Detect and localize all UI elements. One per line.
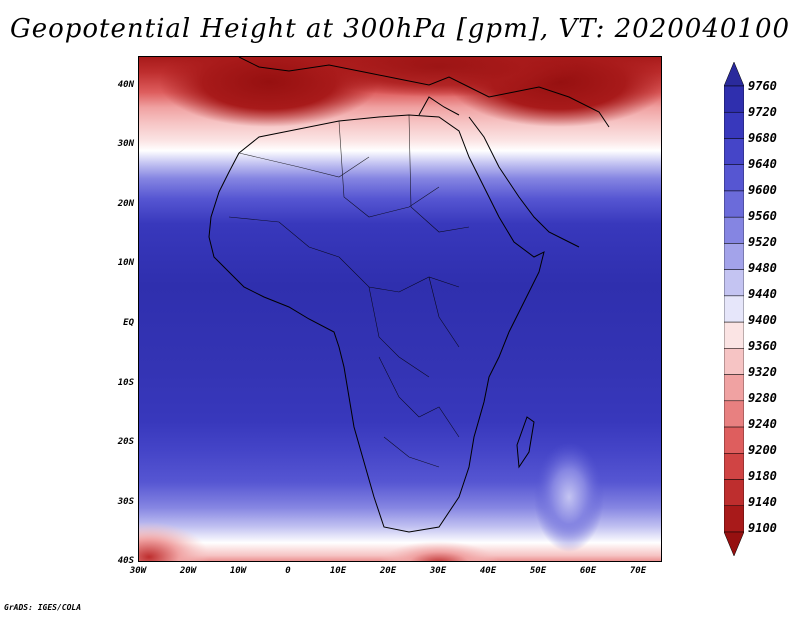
lat-label-10s: 10S xyxy=(117,378,134,388)
colorbar-swatch xyxy=(724,269,744,297)
colorbar-swatch xyxy=(724,531,744,556)
colorbar-label-9360: 9360 xyxy=(748,339,777,353)
colorbar-swatch xyxy=(724,190,744,218)
lon-label-10e: 10E xyxy=(329,566,347,576)
colorbar-swatch xyxy=(724,348,744,375)
colorbar-label-9720: 9720 xyxy=(748,105,777,119)
colorbar-label-9100: 9100 xyxy=(748,521,777,535)
lat-label-40s: 40S xyxy=(117,556,134,566)
colorbar-label-9320: 9320 xyxy=(748,365,777,379)
colorbar-swatch xyxy=(724,426,744,454)
colorbar-swatch xyxy=(724,111,744,139)
colorbar-label-9180: 9180 xyxy=(748,469,777,483)
map-panel xyxy=(138,56,662,562)
colorbar-label-9600: 9600 xyxy=(748,183,777,197)
colorbar-swatch xyxy=(724,295,744,323)
footer-credit: GrADS: IGES/COLA xyxy=(4,603,82,612)
colorbar-label-9440: 9440 xyxy=(748,287,777,301)
colorbar-label-9140: 9140 xyxy=(748,495,777,509)
colorbar-label-9760: 9760 xyxy=(748,79,777,93)
lat-label-eq: EQ xyxy=(123,318,134,328)
coastline-outline xyxy=(208,57,610,533)
colorbar-label-9280: 9280 xyxy=(748,391,777,405)
colorbar-label-9400: 9400 xyxy=(748,313,777,327)
lat-label-30n: 30N xyxy=(117,139,134,149)
lat-label-30s: 30S xyxy=(117,497,134,507)
colorbar-swatch xyxy=(724,243,744,270)
lon-label-40e: 40E xyxy=(479,566,497,576)
lon-label-10w: 10W xyxy=(229,566,247,576)
lon-label-20e: 20E xyxy=(379,566,397,576)
colorbar-label-9680: 9680 xyxy=(748,131,777,145)
lon-label-70e: 70E xyxy=(629,566,647,576)
colorbar-swatch xyxy=(724,479,744,507)
contour-field xyxy=(139,57,661,561)
chart-title: Geopotential Height at 300hPa [gpm], VT:… xyxy=(9,14,791,44)
colorbar-label-9520: 9520 xyxy=(748,235,777,249)
colorbar-label-9480: 9480 xyxy=(748,261,777,275)
lat-label-40n: 40N xyxy=(117,80,134,90)
lon-label-0: 0 xyxy=(285,566,291,576)
colorbar-swatch xyxy=(724,374,744,402)
lon-label-60e: 60E xyxy=(579,566,597,576)
lat-label-20n: 20N xyxy=(117,199,134,209)
colorbar-swatch xyxy=(724,453,744,480)
lon-label-20w: 20W xyxy=(179,566,197,576)
colorbar-swatch xyxy=(724,321,744,349)
country-borders xyxy=(228,114,470,468)
lat-label-10n: 10N xyxy=(117,258,134,268)
colorbar-swatch xyxy=(724,400,744,428)
lon-label-30w: 30W xyxy=(129,566,147,576)
colorbar-swatch xyxy=(724,505,744,533)
colorbar-swatch xyxy=(724,216,744,244)
colorbar-swatch xyxy=(724,62,744,87)
colorbar-label-9200: 9200 xyxy=(748,443,777,457)
colorbar-swatch xyxy=(724,85,744,113)
colorbar-swatch xyxy=(724,164,744,192)
colorbar-label-9560: 9560 xyxy=(748,209,777,223)
lat-label-20s: 20S xyxy=(117,437,134,447)
colorbar xyxy=(724,62,744,556)
lon-label-30e: 30E xyxy=(429,566,447,576)
colorbar-swatch xyxy=(724,138,744,165)
colorbar-label-9640: 9640 xyxy=(748,157,777,171)
colorbar-label-9240: 9240 xyxy=(748,417,777,431)
lon-label-50e: 50E xyxy=(529,566,547,576)
